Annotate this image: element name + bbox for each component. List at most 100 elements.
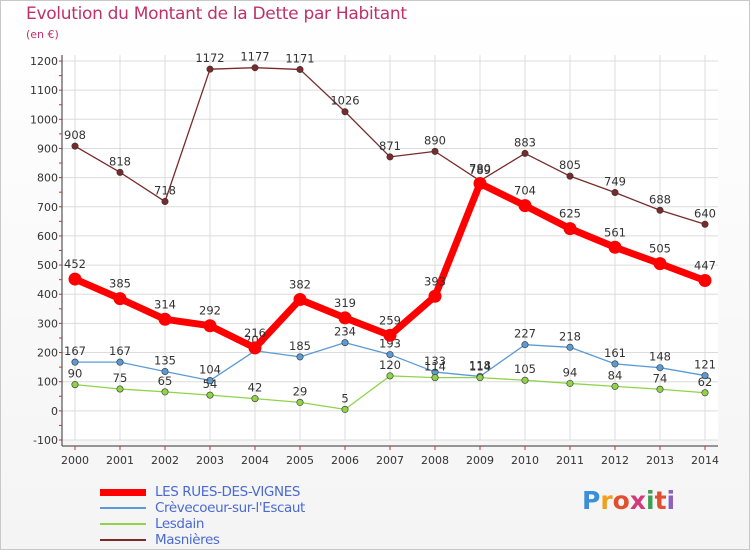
series-1-data-label: 135 bbox=[154, 353, 176, 367]
series-0-data-label: 561 bbox=[604, 225, 626, 239]
series-2-point bbox=[116, 385, 124, 393]
series-2-point bbox=[71, 381, 79, 389]
proxiti-logo: Proxiti bbox=[582, 486, 675, 515]
series-0-point bbox=[428, 289, 442, 303]
series-1-point bbox=[701, 372, 709, 380]
series-1-point bbox=[521, 341, 529, 349]
series-3-data-label: 1177 bbox=[240, 50, 269, 64]
series-3-point bbox=[71, 142, 79, 150]
series-2-data-label: 62 bbox=[698, 375, 713, 389]
y-tick-label: 1100 bbox=[30, 84, 58, 97]
legend-swatch bbox=[100, 507, 146, 509]
x-tick-label: 2008 bbox=[421, 454, 449, 467]
series-3-data-label: 908 bbox=[64, 128, 86, 142]
logo-letter: r bbox=[600, 486, 613, 515]
series-0-point bbox=[203, 319, 217, 333]
x-tick-label: 2004 bbox=[241, 454, 269, 467]
series-0-data-label: 780 bbox=[469, 161, 491, 175]
series-2-point bbox=[431, 374, 439, 382]
series-0-point bbox=[68, 272, 82, 286]
legend-item: Lesdain bbox=[100, 516, 305, 532]
series-3-point bbox=[521, 149, 529, 157]
series-3-data-label: 1171 bbox=[285, 51, 314, 65]
x-tick-label: 2007 bbox=[376, 454, 404, 467]
series-2-data-label: 105 bbox=[514, 362, 536, 376]
x-tick-label: 2010 bbox=[511, 454, 539, 467]
y-tick-label: 100 bbox=[37, 376, 58, 389]
series-0-point bbox=[698, 274, 712, 288]
series-3-data-label: 640 bbox=[694, 206, 716, 220]
legend-label: LES RUES-DES-VIGNES bbox=[155, 484, 300, 500]
series-1-point bbox=[206, 377, 214, 385]
series-0-point bbox=[158, 312, 172, 326]
series-3-data-label: 1172 bbox=[195, 51, 224, 65]
y-tick-label: 200 bbox=[37, 347, 58, 360]
series-3-data-label: 883 bbox=[514, 135, 536, 149]
y-tick-label: 500 bbox=[37, 259, 58, 272]
series-3-data-label: 718 bbox=[154, 184, 176, 198]
series-2-data-label: 84 bbox=[608, 368, 623, 382]
series-1-data-label: 234 bbox=[334, 325, 356, 339]
series-3-point bbox=[431, 147, 439, 155]
series-1-data-label: 148 bbox=[649, 350, 671, 364]
x-tick-label: 2009 bbox=[466, 454, 494, 467]
series-0-data-label: 216 bbox=[244, 326, 266, 340]
series-2-point bbox=[341, 405, 349, 413]
series-3-point bbox=[386, 153, 394, 161]
series-3-point bbox=[116, 168, 124, 176]
series-0-data-label: 314 bbox=[154, 297, 176, 311]
series-3-data-label: 818 bbox=[109, 154, 131, 168]
y-tick-label: -100 bbox=[33, 434, 58, 447]
series-0-data-label: 319 bbox=[334, 296, 356, 310]
y-tick-label: 600 bbox=[37, 230, 58, 243]
series-2-point bbox=[656, 385, 664, 393]
chart-subtitle: (en €) bbox=[26, 28, 59, 41]
x-tick-label: 2006 bbox=[331, 454, 359, 467]
series-1-data-label: 118 bbox=[469, 358, 491, 372]
series-1-data-label: 161 bbox=[604, 346, 626, 360]
series-3-point bbox=[701, 220, 709, 228]
series-0-data-label: 292 bbox=[199, 304, 221, 318]
series-2-data-label: 54 bbox=[203, 377, 218, 391]
y-tick-label: 1200 bbox=[30, 55, 58, 68]
series-0-point bbox=[113, 292, 127, 306]
x-tick-label: 2014 bbox=[691, 454, 719, 467]
series-0-data-label: 704 bbox=[514, 184, 536, 198]
series-3-point bbox=[251, 64, 259, 72]
series-2-point bbox=[566, 379, 574, 387]
series-3-point bbox=[161, 198, 169, 206]
series-0-point bbox=[608, 240, 622, 254]
series-2-point bbox=[206, 391, 214, 399]
series-1-data-label: 193 bbox=[379, 337, 401, 351]
series-0-data-label: 259 bbox=[379, 313, 401, 327]
series-3-data-label: 871 bbox=[379, 139, 401, 153]
series-0-data-label: 447 bbox=[694, 259, 716, 273]
logo-letter: t bbox=[654, 486, 667, 515]
legend-label: Crèvecoeur-sur-l'Escaut bbox=[155, 500, 305, 516]
series-1-data-label: 133 bbox=[424, 354, 446, 368]
series-2-data-label: 94 bbox=[563, 365, 578, 379]
series-1-data-label: 104 bbox=[199, 363, 221, 377]
series-1-point bbox=[566, 343, 574, 351]
x-tick-label: 2011 bbox=[556, 454, 584, 467]
series-0-point bbox=[293, 292, 307, 306]
series-3-data-label: 805 bbox=[559, 158, 581, 172]
series-2-data-label: 90 bbox=[68, 367, 83, 381]
series-1-point bbox=[71, 358, 79, 366]
logo-letter: i bbox=[646, 486, 655, 515]
x-tick-label: 2003 bbox=[196, 454, 224, 467]
series-2-data-label: 42 bbox=[248, 381, 263, 395]
series-2-data-label: 65 bbox=[158, 374, 173, 388]
series-1-data-label: 167 bbox=[109, 344, 131, 358]
y-tick-label: 0 bbox=[51, 405, 58, 418]
series-2-data-label: 114 bbox=[424, 360, 446, 374]
legend-swatch bbox=[100, 539, 146, 541]
y-tick-label: 800 bbox=[37, 172, 58, 185]
series-2-data-label: 114 bbox=[469, 360, 491, 374]
series-3-point bbox=[206, 65, 214, 73]
series-0-point bbox=[653, 257, 667, 271]
series-0-data-label: 393 bbox=[424, 274, 446, 288]
x-tick-label: 2005 bbox=[286, 454, 314, 467]
series-1-data-label: 185 bbox=[289, 339, 311, 353]
series-0-point bbox=[518, 199, 532, 213]
